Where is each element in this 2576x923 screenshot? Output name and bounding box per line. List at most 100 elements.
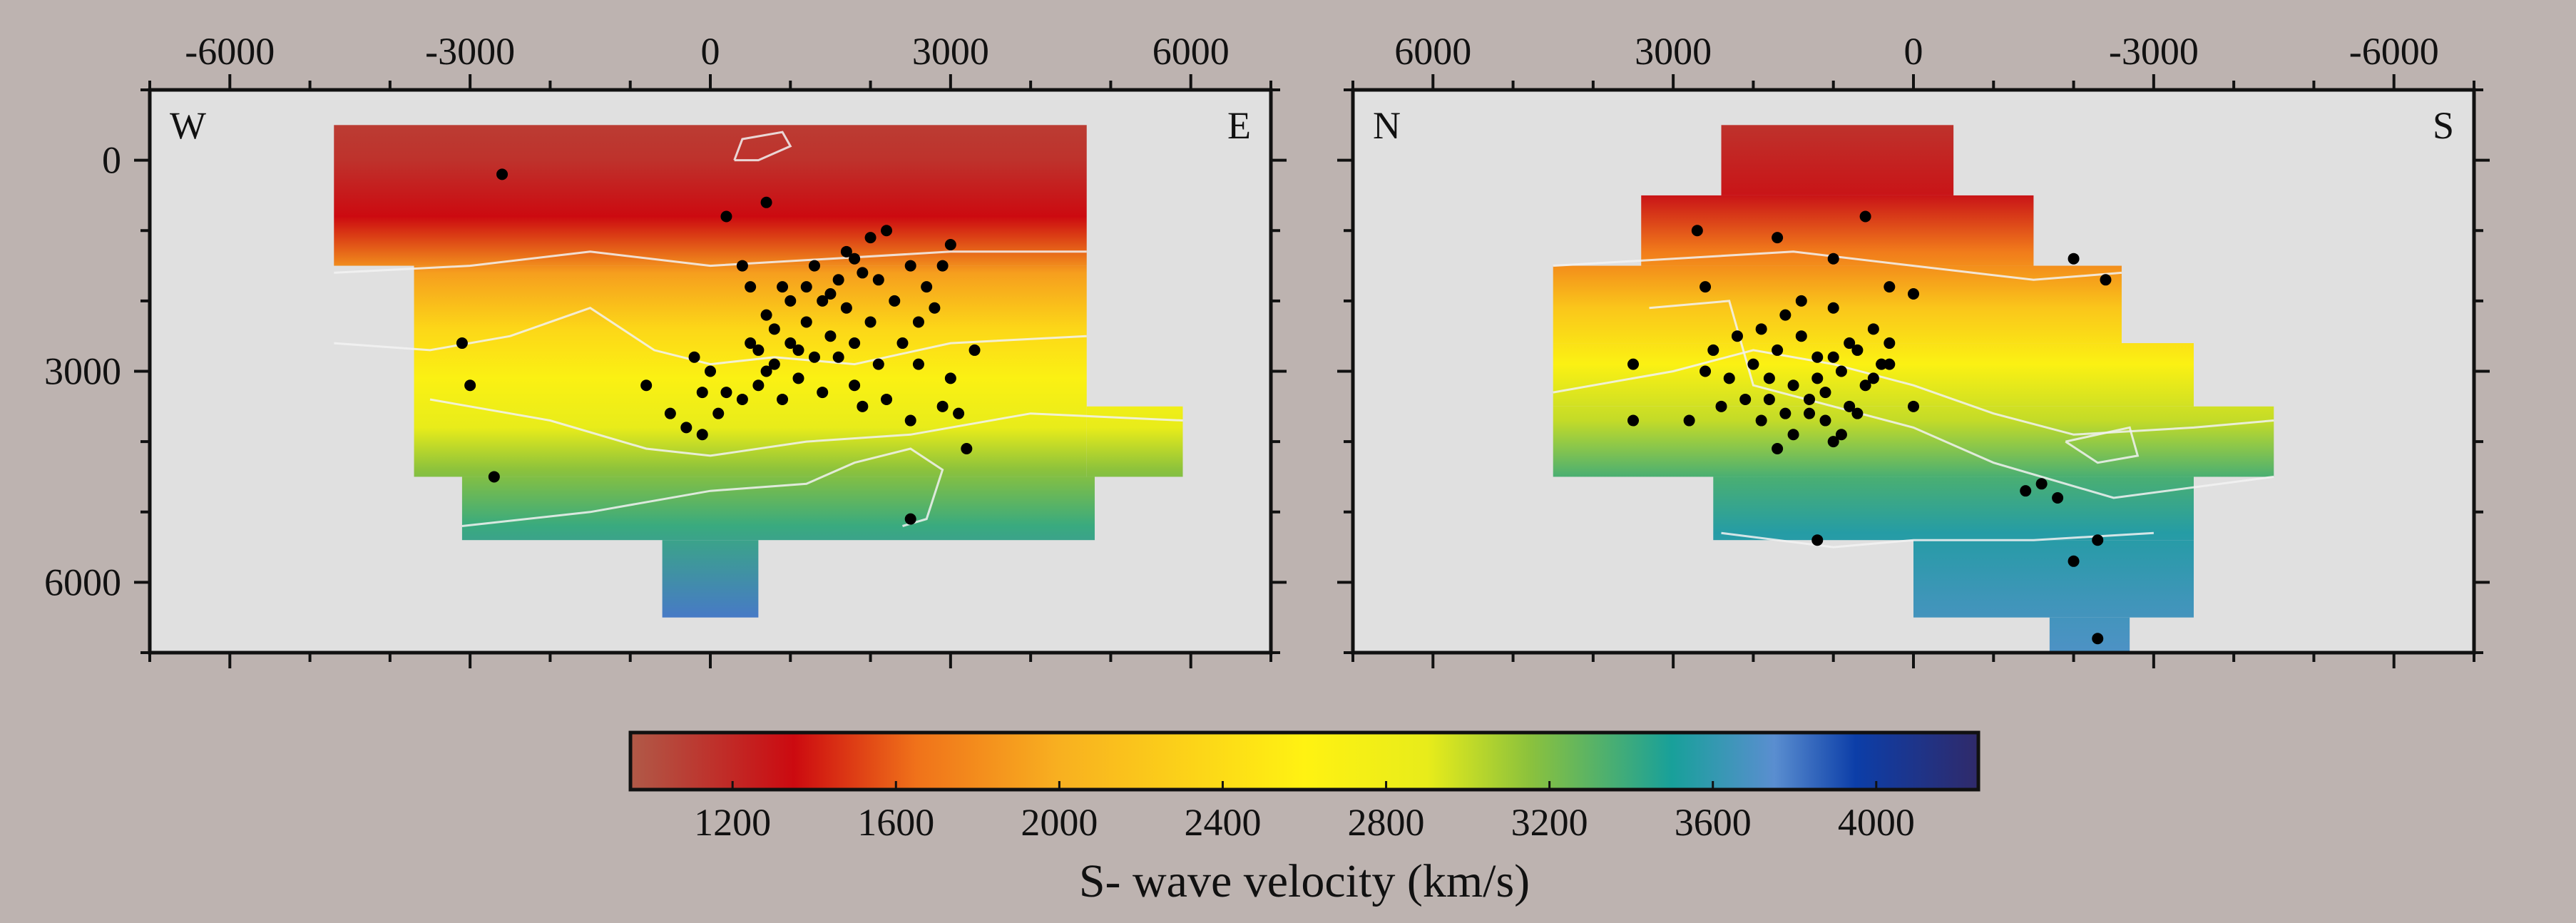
earthquake-point xyxy=(736,260,748,272)
earthquake-point xyxy=(896,337,909,350)
earthquake-point xyxy=(849,337,861,350)
orientation-label-e: E xyxy=(1227,104,1251,147)
colorbar: 1200 1600 2000 2400 2800 3200 3600 4000 S- wave… xyxy=(628,730,1980,907)
earthquake-point xyxy=(1787,429,1799,441)
earthquake-point xyxy=(864,232,876,244)
colorbar-tick-label: 1600 xyxy=(857,801,934,844)
earthquake-point xyxy=(849,253,861,265)
earthquake-point xyxy=(817,295,829,307)
earthquake-point xyxy=(824,330,837,342)
earthquake-point xyxy=(760,365,772,377)
earthquake-point xyxy=(1851,407,1864,419)
earthquake-point xyxy=(904,513,916,525)
earthquake-point xyxy=(2068,555,2080,567)
velocity-field-we xyxy=(334,125,1183,618)
earthquake-point xyxy=(936,260,949,272)
colorbar-tick-label: 2400 xyxy=(1184,801,1261,844)
x-tick-label: -3000 xyxy=(425,30,515,73)
panel-west-east: -6000 -3000 0 3000 6000 0 3000 6000 W E xyxy=(44,30,1287,668)
orientation-label-n: N xyxy=(1373,104,1401,147)
earthquake-point xyxy=(953,407,965,419)
earthquake-point xyxy=(1787,379,1799,392)
colorbar-tick-labels: 1200 1600 2000 2400 2800 3200 3600 4000 xyxy=(694,801,1915,844)
x-tick-label: -6000 xyxy=(2349,30,2439,73)
earthquake-point xyxy=(1772,232,1784,244)
earthquake-point xyxy=(1844,337,1856,350)
earthquake-point xyxy=(944,238,956,250)
earthquake-point xyxy=(2092,633,2104,645)
earthquake-point xyxy=(1908,288,1919,300)
earthquake-point xyxy=(889,295,901,307)
earthquake-point xyxy=(696,387,708,399)
earthquake-point xyxy=(1859,379,1871,392)
earthquake-point xyxy=(2020,485,2032,497)
earthquake-point xyxy=(784,295,797,307)
earthquake-point xyxy=(745,337,757,350)
earthquake-point xyxy=(929,302,941,314)
earthquake-point xyxy=(1811,351,1824,363)
earthquake-point xyxy=(1876,358,1888,370)
earthquake-point xyxy=(849,379,861,392)
contour-line xyxy=(1553,250,2122,281)
contour-line xyxy=(2065,426,2140,464)
earthquake-point xyxy=(944,372,956,384)
earthquake-point xyxy=(2068,253,2080,265)
earthquake-point xyxy=(1772,344,1784,356)
earthquake-point xyxy=(784,337,797,350)
earthquake-point xyxy=(832,274,844,286)
velocity-cell xyxy=(1721,125,1954,195)
velocity-cell xyxy=(1713,476,2194,541)
earthquake-point xyxy=(1707,344,1719,356)
earthquake-point xyxy=(768,323,780,335)
earthquake-point xyxy=(808,260,820,272)
earthquake-point xyxy=(1715,400,1727,412)
contour-line xyxy=(334,250,1087,274)
earthquake-point xyxy=(961,442,973,454)
earthquake-point xyxy=(1795,295,1807,307)
earthquake-point xyxy=(1779,407,1792,419)
earthquake-point xyxy=(840,245,852,257)
earthquake-point xyxy=(664,407,676,419)
x-tick-label: -6000 xyxy=(185,30,275,73)
earthquake-point xyxy=(881,225,893,237)
velocity-cell xyxy=(414,265,1087,477)
earthquake-point xyxy=(705,365,716,377)
earthquake-point xyxy=(1627,414,1639,427)
earthquake-point xyxy=(857,267,869,279)
earthquake-point xyxy=(808,351,820,363)
earthquake-point xyxy=(921,281,933,293)
earthquake-point xyxy=(1835,365,1847,377)
earthquake-point xyxy=(817,387,829,399)
earthquake-point xyxy=(1739,393,1752,405)
earthquake-point xyxy=(800,281,812,293)
x-tick-label: 0 xyxy=(701,30,720,73)
earthquake-events-ns xyxy=(1627,210,2112,645)
earthquake-point xyxy=(936,400,949,412)
earthquake-point xyxy=(1819,387,1831,399)
earthquake-point xyxy=(1683,414,1695,427)
earthquake-point xyxy=(496,168,508,180)
earthquake-events-we xyxy=(456,168,981,525)
earthquake-point xyxy=(760,196,772,208)
contour-line xyxy=(1553,349,2274,436)
velocity-cell xyxy=(662,540,759,618)
earthquake-point xyxy=(1804,407,1816,419)
colorbar-ticks xyxy=(731,781,1878,790)
earthquake-point xyxy=(1747,358,1759,370)
ticks-ns xyxy=(1337,74,2490,668)
colorbar-gradient xyxy=(628,730,1980,792)
y-tick-label: 3000 xyxy=(44,350,121,393)
earthquake-point xyxy=(752,379,765,392)
earthquake-point xyxy=(904,260,916,272)
velocity-cell xyxy=(461,476,1095,541)
colorbar-tick-label: 1200 xyxy=(694,801,771,844)
earthquake-point xyxy=(777,281,789,293)
earthquake-point xyxy=(1755,414,1767,427)
earthquake-point xyxy=(800,316,812,328)
earthquake-point xyxy=(1884,337,1896,350)
earthquake-point xyxy=(777,393,789,405)
contour-line xyxy=(334,307,1087,366)
earthquake-point xyxy=(1763,372,1775,384)
earthquake-point xyxy=(832,351,844,363)
earthquake-point xyxy=(1700,281,1712,293)
